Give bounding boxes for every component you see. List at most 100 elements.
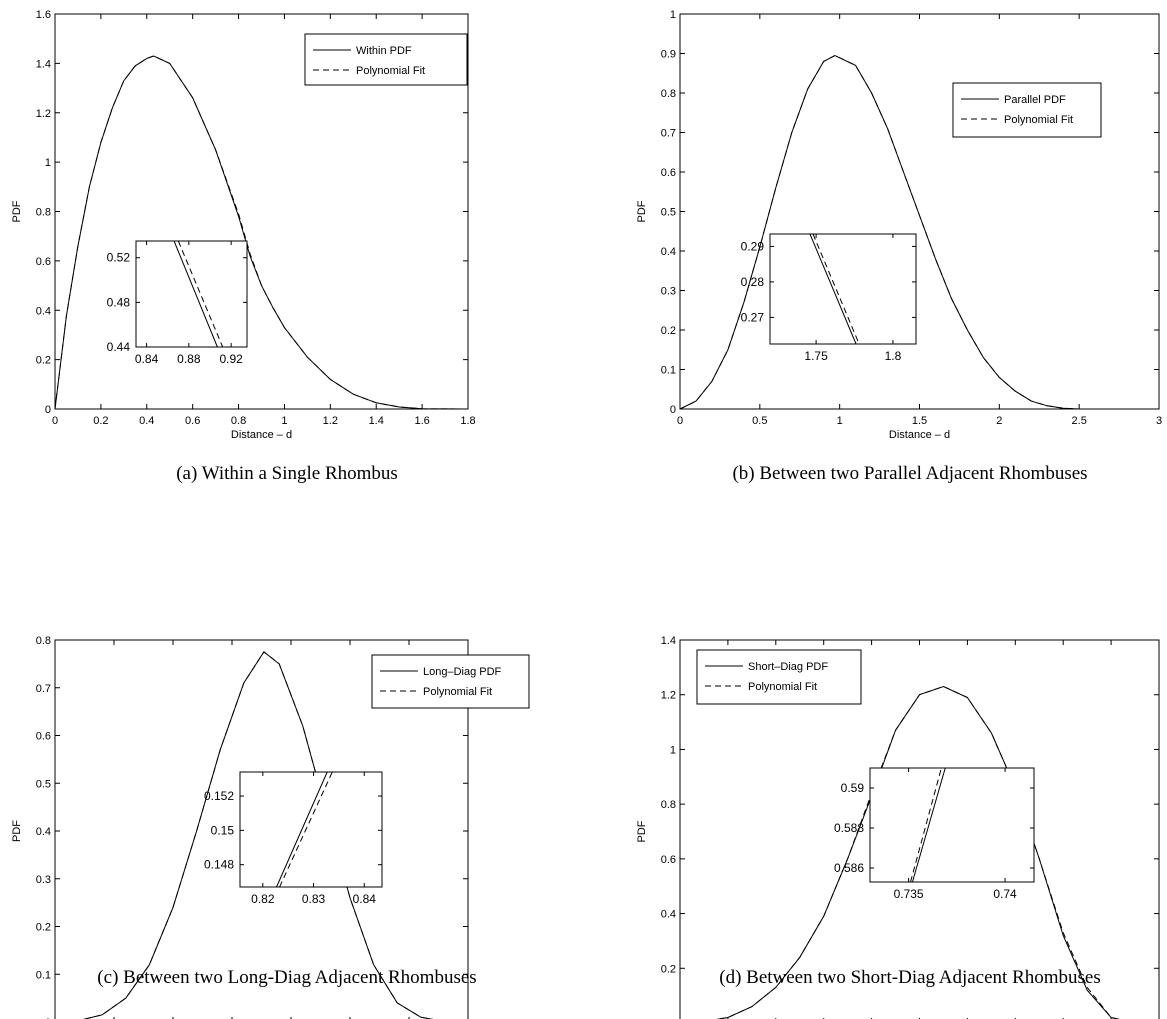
inset-zoom: 1.75 1.8 0.27 0.28 0.29 [741, 233, 917, 363]
y-tick-label: 1.4 [36, 58, 51, 70]
inset-x-tick-label: 1.8 [885, 349, 902, 363]
legend-entry-label: Polynomial Fit [423, 686, 492, 698]
inset-frame [769, 233, 917, 345]
inset-x-tick-label: 1.75 [804, 349, 828, 363]
inset-x-tick-label: 0.83 [302, 892, 326, 906]
x-tick-label: 1.5 [912, 415, 927, 427]
subfigure-caption: (d) Between two Short-Diag Adjacent Rhom… [719, 967, 1101, 988]
inset-frame [869, 767, 1035, 883]
y-tick-label: 0.3 [661, 286, 676, 298]
x-tick-label: 0.8 [231, 415, 246, 427]
chart-panel-1: 0 0.2 0.4 0.6 0.8 1 1.2 1.4 1.6 1.8 0 0.2 0.4 0.6 0.8 1… [11, 9, 476, 441]
legend-box [371, 654, 530, 709]
y-tick-label: 0.6 [36, 256, 51, 268]
y-tick-label: 0.1 [661, 365, 676, 377]
y-tick-label: 0.4 [661, 246, 676, 258]
y-tick-label: 1.2 [36, 108, 51, 120]
y-tick-label: 1.6 [36, 9, 51, 21]
plot-frame [679, 13, 1160, 410]
legend-box [304, 33, 468, 86]
x-tick-label: 2.5 [1072, 415, 1087, 427]
y-tick-label: 0.2 [661, 963, 676, 975]
x-tick-label: 1.6 [414, 415, 429, 427]
legend-entry-label: Within PDF [356, 45, 412, 57]
legend-entry-label: Short–Diag PDF [748, 661, 828, 673]
inset-y-tick-label: 0.148 [204, 858, 234, 872]
y-tick-label: 0 [45, 1017, 51, 1019]
y-tick-label: 0.8 [661, 799, 676, 811]
y-tick-label: 0.4 [661, 909, 676, 921]
y-tick-label: 0.2 [661, 325, 676, 337]
legend-box [696, 649, 862, 705]
y-tick-label: 0.7 [661, 128, 676, 140]
y-tick-label: 0.4 [36, 305, 51, 317]
y-tick-label: 0.1 [36, 969, 51, 981]
x-axis-label: Distance – d [889, 429, 950, 441]
y-tick-label: 0.6 [36, 731, 51, 743]
x-tick-label: 0 [677, 415, 683, 427]
y-tick-label: 1 [670, 9, 676, 21]
inset-x-tick-label: 0.88 [177, 352, 201, 366]
y-axis-label: PDF [636, 200, 648, 222]
inset-zoom: 0.735 0.74 0.586 0.588 0.59 [834, 767, 1035, 901]
x-tick-label: 1.8 [460, 415, 475, 427]
inset-y-tick-label: 0.27 [741, 310, 765, 324]
inset-y-tick-label: 0.586 [834, 861, 864, 875]
inset-y-tick-label: 0.44 [107, 340, 131, 354]
x-tick-label: 0 [52, 415, 58, 427]
inset-x-tick-label: 0.84 [353, 892, 377, 906]
inset-x-tick-label: 0.735 [894, 887, 924, 901]
polynomial-fit-line [716, 685, 1120, 1019]
y-tick-label: 1.2 [661, 690, 676, 702]
y-tick-label: 1 [45, 157, 51, 169]
x-tick-label: 0.5 [752, 415, 767, 427]
polynomial-fit-line [83, 651, 434, 1019]
inset-y-tick-label: 0.588 [834, 821, 864, 835]
x-tick-label: 3 [1156, 415, 1162, 427]
y-tick-label: 0.4 [36, 826, 51, 838]
y-tick-label: 0.8 [36, 207, 51, 219]
inset-pdf-line [173, 240, 218, 348]
x-tick-label: 1.2 [323, 415, 338, 427]
x-tick-label: 1.4 [369, 415, 384, 427]
y-tick-label: 1.4 [661, 635, 676, 647]
subfigure-caption: (c) Between two Long-Diag Adjacent Rhomb… [97, 967, 477, 988]
y-tick-label: 0.7 [36, 683, 51, 695]
y-tick-label: 0 [45, 404, 51, 416]
inset-x-tick-label: 0.84 [135, 352, 159, 366]
subfigure-caption: (a) Within a Single Rhombus [176, 463, 398, 484]
y-axis-label: PDF [11, 200, 23, 222]
inset-y-tick-label: 0.28 [741, 275, 765, 289]
y-tick-label: 0.5 [36, 778, 51, 790]
y-tick-label: 0.8 [661, 88, 676, 100]
legend-entry-label: Polynomial Fit [1004, 114, 1073, 126]
y-tick-label: 0.2 [36, 922, 51, 934]
inset-zoom: 0.84 0.88 0.92 0.44 0.48 0.52 [107, 240, 248, 366]
y-tick-label: 0.2 [36, 355, 51, 367]
legend-entry-label: Polynomial Fit [748, 681, 817, 693]
y-tick-label: 0.9 [661, 49, 676, 61]
inset-y-tick-label: 0.59 [841, 781, 865, 795]
inset-zoom: 0.82 0.83 0.84 0.148 0.15 0.152 [204, 771, 383, 906]
y-tick-label: 0.6 [661, 854, 676, 866]
legend-box [952, 82, 1102, 138]
x-tick-label: 0.6 [185, 415, 200, 427]
chart-panel-3: 00.511.522.533.500.10.20.30.40.50.60.70.… [11, 635, 530, 1019]
y-tick-label: 0.6 [661, 167, 676, 179]
inset-y-tick-label: 0.52 [107, 251, 131, 265]
inset-x-tick-label: 0.92 [219, 352, 243, 366]
legend-entry-label: Long–Diag PDF [423, 666, 502, 678]
polynomial-fit-line [54, 55, 469, 410]
inset-x-tick-label: 0.74 [993, 887, 1017, 901]
inset-x-tick-label: 0.82 [251, 892, 275, 906]
y-tick-label: 1 [670, 744, 676, 756]
x-axis-label: Distance – d [231, 429, 292, 441]
y-tick-label: 0.3 [36, 874, 51, 886]
inset-pdf-line [809, 233, 857, 345]
x-tick-label: 0.4 [139, 415, 154, 427]
x-tick-label: 2 [996, 415, 1002, 427]
x-tick-label: 1 [281, 415, 287, 427]
subfigure-caption: (b) Between two Parallel Adjacent Rhombu… [732, 463, 1088, 484]
inset-polynomial-fit-line [177, 240, 224, 348]
